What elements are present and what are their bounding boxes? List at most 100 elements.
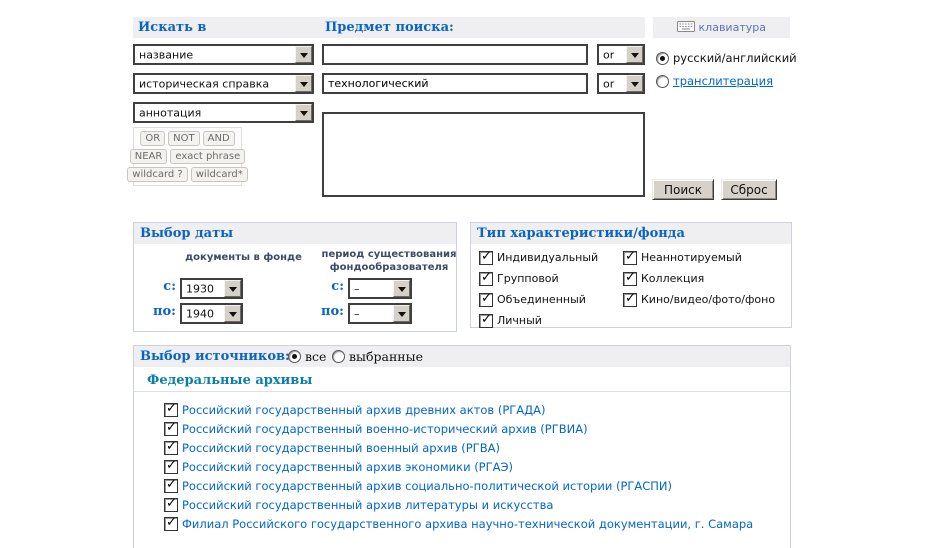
operator-wildcard-q-button[interactable]: wildcard ? <box>127 167 188 182</box>
date-from-docs-value: 1930 <box>186 282 214 295</box>
type-checkbox-group[interactable] <box>479 270 493 286</box>
archive-link-rgantd-samara[interactable]: Филиал Российского государственного архи… <box>182 517 754 531</box>
operators-box: OR NOT AND NEAR exact phrase wildcard ? … <box>127 127 248 186</box>
sources-radio-selected[interactable] <box>332 350 345 363</box>
archive-checkbox-rgada[interactable] <box>164 401 178 417</box>
operator-not-button[interactable]: NOT <box>168 131 200 146</box>
chevron-down-icon[interactable] <box>393 305 410 322</box>
type-checkbox-collection[interactable] <box>623 270 637 286</box>
operator-and-button[interactable]: AND <box>202 131 235 146</box>
date-from-select-creator[interactable]: – <box>348 278 412 299</box>
type-checkbox-personal[interactable] <box>479 312 493 328</box>
chevron-down-icon[interactable] <box>393 280 410 297</box>
type-label-media: Кино/видео/фото/фоно <box>641 293 776 306</box>
type-checkbox-media[interactable] <box>623 291 637 307</box>
field-select-3[interactable]: аннотация <box>133 102 314 123</box>
type-panel-header: Тип характеристики/фонда <box>471 223 791 244</box>
type-label-unannotated: Неаннотируемый <box>641 251 742 264</box>
type-label-group: Групповой <box>497 272 559 285</box>
date-panel-title: Выбор даты <box>140 226 234 241</box>
operator-select-1[interactable]: or <box>597 44 645 65</box>
archive-link-rgvia[interactable]: Российский государственный военно-истори… <box>182 422 588 436</box>
date-to-select-docs[interactable]: 1940 <box>180 303 243 324</box>
lang-label-russian-english[interactable]: русский/английский <box>673 51 797 65</box>
field-select-2-value: историческая справка <box>139 77 270 90</box>
sources-panel-title: Выбор источников: <box>140 349 290 364</box>
federal-archives-heading-row: Федеральные архивы <box>134 373 790 392</box>
field-select-1[interactable]: название <box>133 44 314 65</box>
date-from-label-creator: с: <box>331 279 344 294</box>
archive-checkbox-rgae[interactable] <box>164 458 178 474</box>
type-label-personal: Личный <box>497 314 542 327</box>
operator-select-2-value: or <box>603 77 615 90</box>
operator-or-button[interactable]: OR <box>140 131 166 146</box>
creator-period-label: период существования фондообразователя <box>321 249 457 273</box>
type-panel-title: Тип характеристики/фонда <box>477 226 685 241</box>
archive-checkbox-rgali[interactable] <box>164 496 178 512</box>
archive-link-rgada[interactable]: Российский государственный архив древних… <box>182 403 546 417</box>
chevron-down-icon[interactable] <box>224 305 241 322</box>
search-term-input-2[interactable] <box>322 73 588 94</box>
search-term-input-1[interactable] <box>322 44 588 65</box>
sources-radio-all[interactable] <box>288 350 301 363</box>
operator-near-button[interactable]: NEAR <box>129 149 168 164</box>
chevron-down-icon[interactable] <box>295 46 312 63</box>
keyboard-label: клавиатура <box>698 21 766 34</box>
type-checkbox-united[interactable] <box>479 291 493 307</box>
sources-label-all[interactable]: все <box>305 349 327 364</box>
search-button[interactable]: Поиск <box>652 179 714 200</box>
type-label-united: Объединенный <box>497 293 586 306</box>
archive-link-rgali[interactable]: Российский государственный архив литерат… <box>182 498 554 512</box>
type-panel: Тип характеристики/фонда Индивидуальный … <box>470 222 792 328</box>
federal-archives-title: Федеральные архивы <box>147 373 313 388</box>
type-checkbox-unannotated[interactable] <box>623 249 637 265</box>
search-header-bar: Искать в Предмет поиска: <box>133 17 645 38</box>
chevron-down-icon[interactable] <box>626 46 643 63</box>
sources-panel-header: Выбор источников: <box>134 346 790 367</box>
archive-checkbox-rgaspi[interactable] <box>164 477 178 493</box>
date-panel: Выбор даты документы в фонде период суще… <box>133 222 457 332</box>
archive-link-rgaspi[interactable]: Российский государственный архив социаль… <box>182 479 673 493</box>
type-label-collection: Коллекция <box>641 272 705 285</box>
chevron-down-icon[interactable] <box>295 75 312 92</box>
keyboard-bar: клавиатура <box>653 17 790 38</box>
docs-in-fond-label: документы в фонде <box>185 252 302 263</box>
chevron-down-icon[interactable] <box>224 280 241 297</box>
subject-title: Предмет поиска: <box>325 20 454 35</box>
operator-wildcard-star-button[interactable]: wildcard* <box>190 167 248 182</box>
archive-checkbox-rgva[interactable] <box>164 439 178 455</box>
operator-select-1-value: or <box>603 48 615 61</box>
reset-button[interactable]: Сброс <box>721 179 777 200</box>
archive-checkbox-rgvia[interactable] <box>164 420 178 436</box>
archive-checkbox-rgantd-samara[interactable] <box>164 515 178 531</box>
field-select-3-value: аннотация <box>139 106 202 119</box>
type-checkbox-individual[interactable] <box>479 249 493 265</box>
date-from-label-docs: с: <box>163 279 176 294</box>
archive-link-rgva[interactable]: Российский государственный военный архив… <box>182 441 500 455</box>
archive-link-rgae[interactable]: Российский государственный архив экономи… <box>182 460 514 474</box>
date-from-creator-value: – <box>354 282 360 295</box>
search-term-textarea[interactable] <box>322 112 645 197</box>
date-from-select-docs[interactable]: 1930 <box>180 278 243 299</box>
transliteration-link[interactable]: транслитерация <box>673 74 774 88</box>
sources-panel: Выбор источников: все выбранные Федераль… <box>133 345 791 548</box>
chevron-down-icon[interactable] <box>626 75 643 92</box>
date-to-creator-value: – <box>354 307 360 320</box>
keyboard-link[interactable]: клавиатура <box>677 21 766 34</box>
field-select-2[interactable]: историческая справка <box>133 73 314 94</box>
date-to-label-creator: по: <box>321 304 344 319</box>
search-in-title: Искать в <box>138 20 207 35</box>
lang-radio-transliteration[interactable] <box>656 75 669 88</box>
date-panel-header: Выбор даты <box>134 223 456 244</box>
date-to-select-creator[interactable]: – <box>348 303 412 324</box>
keyboard-icon <box>677 21 696 32</box>
operator-exact-phrase-button[interactable]: exact phrase <box>170 149 246 164</box>
sources-label-selected[interactable]: выбранные <box>349 349 423 364</box>
chevron-down-icon[interactable] <box>295 104 312 121</box>
field-select-1-value: название <box>139 48 194 61</box>
lang-radio-russian-english[interactable] <box>656 52 669 65</box>
date-to-docs-value: 1940 <box>186 307 214 320</box>
operator-select-2[interactable]: or <box>597 73 645 94</box>
date-to-label-docs: по: <box>153 304 176 319</box>
